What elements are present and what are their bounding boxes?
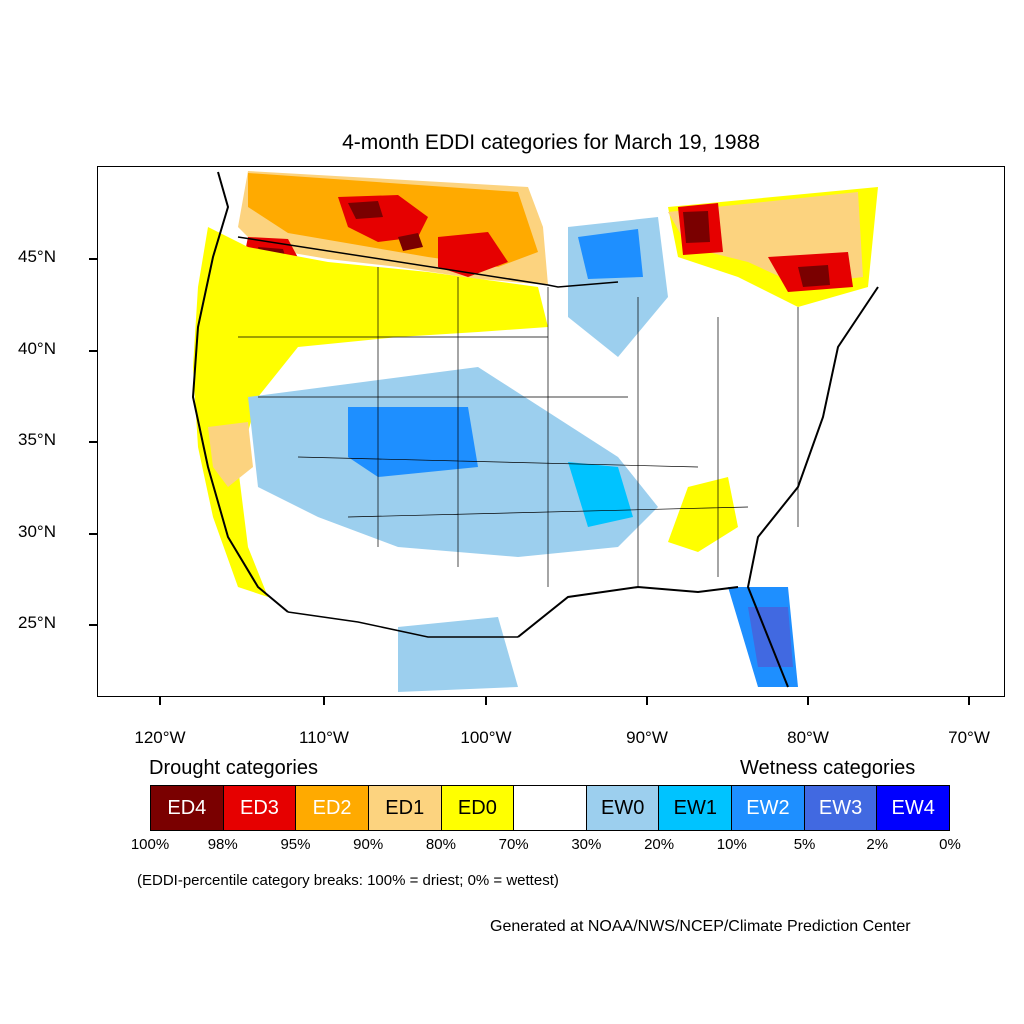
drought-patch-ed4-2 <box>348 201 383 219</box>
coastline-west <box>191 171 289 613</box>
lon-tick <box>807 697 809 705</box>
lon-label: 110°W <box>299 728 349 747</box>
drought-region-west-ed1 <box>208 422 253 487</box>
lon-label: 70°W <box>948 728 990 747</box>
lat-label: 40°N <box>18 339 56 358</box>
percentile-label: 95% <box>280 836 311 853</box>
percentile-label: 90% <box>353 836 384 853</box>
drought-patch-ed4-3 <box>398 233 423 251</box>
percentile-label: 10% <box>716 836 747 853</box>
lat-tick <box>89 624 97 626</box>
drought-patch-ne-ed4-2 <box>798 265 830 287</box>
legend-box: ED0 <box>441 786 515 830</box>
legend-box: ED1 <box>368 786 442 830</box>
wet-region-greatlakes-ew2 <box>578 229 643 279</box>
percentile-label: 98% <box>207 836 238 853</box>
lat-tick <box>89 258 97 260</box>
legend-box <box>514 786 587 830</box>
credit-text: Generated at NOAA/NWS/NCEP/Climate Predi… <box>490 918 911 935</box>
wet-region-mexico <box>398 617 518 692</box>
map-canvas <box>191 171 879 692</box>
lon-tick <box>485 697 487 705</box>
state-lines <box>238 267 799 587</box>
map-panel <box>97 166 1005 697</box>
drought-patch-ne-ed4 <box>683 211 710 243</box>
drought-region-west-ed0 <box>193 227 548 597</box>
lat-label: 45°N <box>18 247 56 266</box>
legend-box: ED4 <box>151 786 224 830</box>
category-note: (EDDI-percentile category breaks: 100% =… <box>137 872 559 889</box>
legend-box: EW4 <box>877 786 950 830</box>
percentile-label: 100% <box>130 836 170 853</box>
lat-label: 35°N <box>18 430 56 449</box>
lon-tick <box>646 697 648 705</box>
percentile-label: 2% <box>866 836 889 853</box>
legend-box: EW3 <box>804 786 878 830</box>
percentile-label: 80% <box>425 836 456 853</box>
legend-color-bar: ED4 ED3 ED2 ED1 ED0 EW0 EW1 EW2 EW3 EW4 <box>150 785 950 831</box>
lon-tick <box>159 697 161 705</box>
percentile-label: 0% <box>939 836 961 853</box>
drought-region-se <box>668 477 738 552</box>
percentile-label: 5% <box>793 836 816 853</box>
border-us-mexico <box>287 611 518 638</box>
legend-box: EW0 <box>586 786 660 830</box>
lat-tick <box>89 533 97 535</box>
coastline-gulf <box>517 585 739 638</box>
legend-box: EW1 <box>659 786 733 830</box>
lat-tick <box>89 441 97 443</box>
legend-box: ED3 <box>223 786 297 830</box>
lon-tick <box>323 697 325 705</box>
legend-box: EW2 <box>732 786 805 830</box>
lon-label: 90°W <box>626 728 668 747</box>
drought-heading: Drought categories <box>149 757 318 779</box>
drought-patch-ed3-2 <box>438 232 508 277</box>
legend-box: ED2 <box>296 786 369 830</box>
lon-label: 80°W <box>787 728 829 747</box>
lat-label: 30°N <box>18 522 56 541</box>
wet-region-florida-ew3 <box>748 607 793 667</box>
wetness-heading: Wetness categories <box>740 757 916 779</box>
lat-label: 25°N <box>18 613 56 632</box>
lon-label: 120°W <box>134 728 186 747</box>
border-us-canada <box>237 236 619 288</box>
lon-label: 100°W <box>460 728 512 747</box>
percentile-label: 20% <box>644 836 675 853</box>
percentile-label: 30% <box>571 836 602 853</box>
percentile-label: 70% <box>498 836 529 853</box>
lon-tick <box>968 697 970 705</box>
map-title: 4-month EDDI categories for March 19, 19… <box>342 131 760 154</box>
wet-region-rockies-ew2 <box>348 407 478 477</box>
lat-tick <box>89 350 97 352</box>
